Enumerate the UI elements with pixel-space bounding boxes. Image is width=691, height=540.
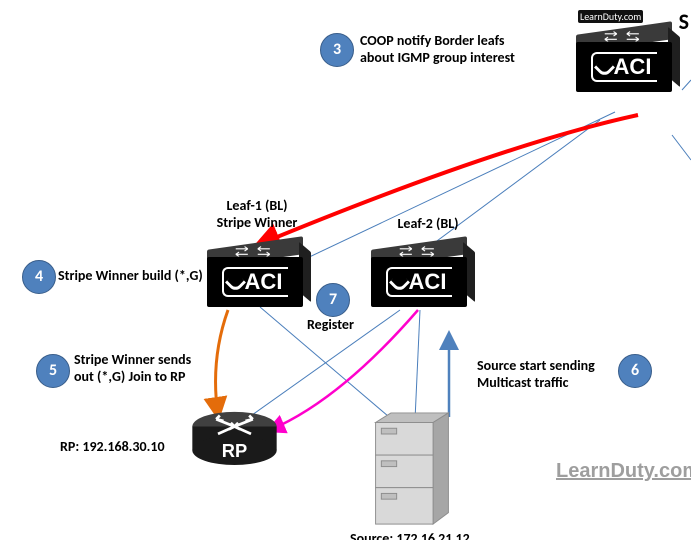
step-5-text: Stripe Winner sendsout (*,G) Join to RP: [74, 352, 234, 386]
step-5-circle: 5: [36, 354, 70, 388]
rp-ip-label: RP: 192.168.30.10: [60, 438, 165, 455]
leaf2-label: Leaf-2 (BL): [378, 216, 478, 233]
leaf2-label-text: Leaf-2 (BL): [398, 215, 459, 232]
leaf1-label-text: Leaf-1 (BL)Stripe Winner: [217, 197, 298, 231]
spine-caption: LearnDuty.com: [578, 10, 643, 23]
source-label: Source: 172 16 21 12: [350, 530, 470, 540]
step-3-circle: 3: [320, 33, 354, 67]
cut-off-label: S: [679, 8, 689, 35]
step-4-circle: 4: [22, 260, 56, 294]
node-spine-switch: ACI LearnDuty.com: [576, 24, 672, 98]
step-6-text: Source start sendingMulticast traffic: [477, 358, 622, 392]
step-6-circle: 6: [618, 354, 652, 388]
aci-label: ACI: [386, 267, 453, 297]
step-7-circle: 7: [316, 283, 350, 317]
aci-label: ACI: [591, 52, 658, 82]
node-server: [372, 411, 452, 526]
rp-text: RP: [222, 440, 247, 461]
step-3-text: COOP notify Border leafsabout IGMP group…: [360, 33, 580, 67]
node-leaf2-switch: ACI: [371, 239, 467, 313]
learnduty-watermark: LearnDuty.com: [556, 460, 691, 483]
node-rp-router: RP: [187, 410, 282, 465]
aci-label: ACI: [222, 267, 289, 297]
leaf1-label: Leaf-1 (BL)Stripe Winner: [192, 198, 322, 232]
diagram-canvas: { "steps": { "s3": { "num": "3", "text":…: [0, 0, 691, 540]
step-7-text: Register: [307, 316, 354, 333]
step-4-text: Stripe Winner build (*,G): [58, 268, 228, 285]
